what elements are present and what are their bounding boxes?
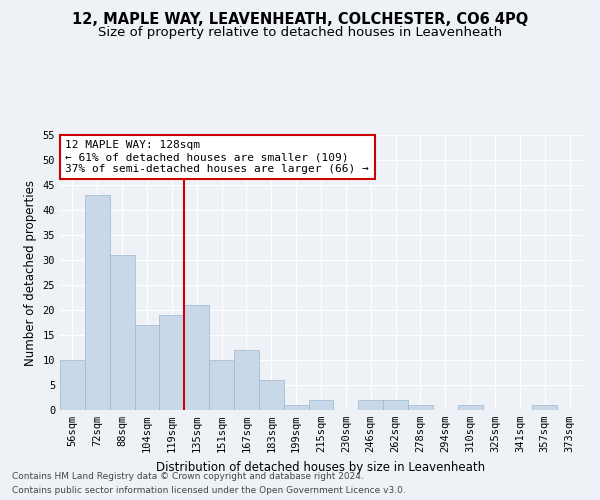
Bar bbox=[209, 360, 234, 410]
Bar bbox=[458, 405, 482, 410]
Bar bbox=[160, 315, 184, 410]
Text: 12, MAPLE WAY, LEAVENHEATH, COLCHESTER, CO6 4PQ: 12, MAPLE WAY, LEAVENHEATH, COLCHESTER, … bbox=[72, 12, 528, 28]
Bar bbox=[184, 305, 209, 410]
Bar bbox=[532, 405, 557, 410]
Bar bbox=[60, 360, 85, 410]
Text: Size of property relative to detached houses in Leavenheath: Size of property relative to detached ho… bbox=[98, 26, 502, 39]
Bar bbox=[259, 380, 284, 410]
Bar bbox=[308, 400, 334, 410]
Y-axis label: Number of detached properties: Number of detached properties bbox=[24, 180, 37, 366]
Text: Contains HM Land Registry data © Crown copyright and database right 2024.: Contains HM Land Registry data © Crown c… bbox=[12, 472, 364, 481]
Bar bbox=[408, 405, 433, 410]
Text: Contains public sector information licensed under the Open Government Licence v3: Contains public sector information licen… bbox=[12, 486, 406, 495]
Bar bbox=[383, 400, 408, 410]
Bar bbox=[358, 400, 383, 410]
Bar bbox=[110, 255, 134, 410]
Bar bbox=[284, 405, 308, 410]
Bar bbox=[234, 350, 259, 410]
X-axis label: Distribution of detached houses by size in Leavenheath: Distribution of detached houses by size … bbox=[157, 460, 485, 473]
Bar bbox=[134, 325, 160, 410]
Bar bbox=[85, 195, 110, 410]
Text: 12 MAPLE WAY: 128sqm
← 61% of detached houses are smaller (109)
37% of semi-deta: 12 MAPLE WAY: 128sqm ← 61% of detached h… bbox=[65, 140, 369, 173]
